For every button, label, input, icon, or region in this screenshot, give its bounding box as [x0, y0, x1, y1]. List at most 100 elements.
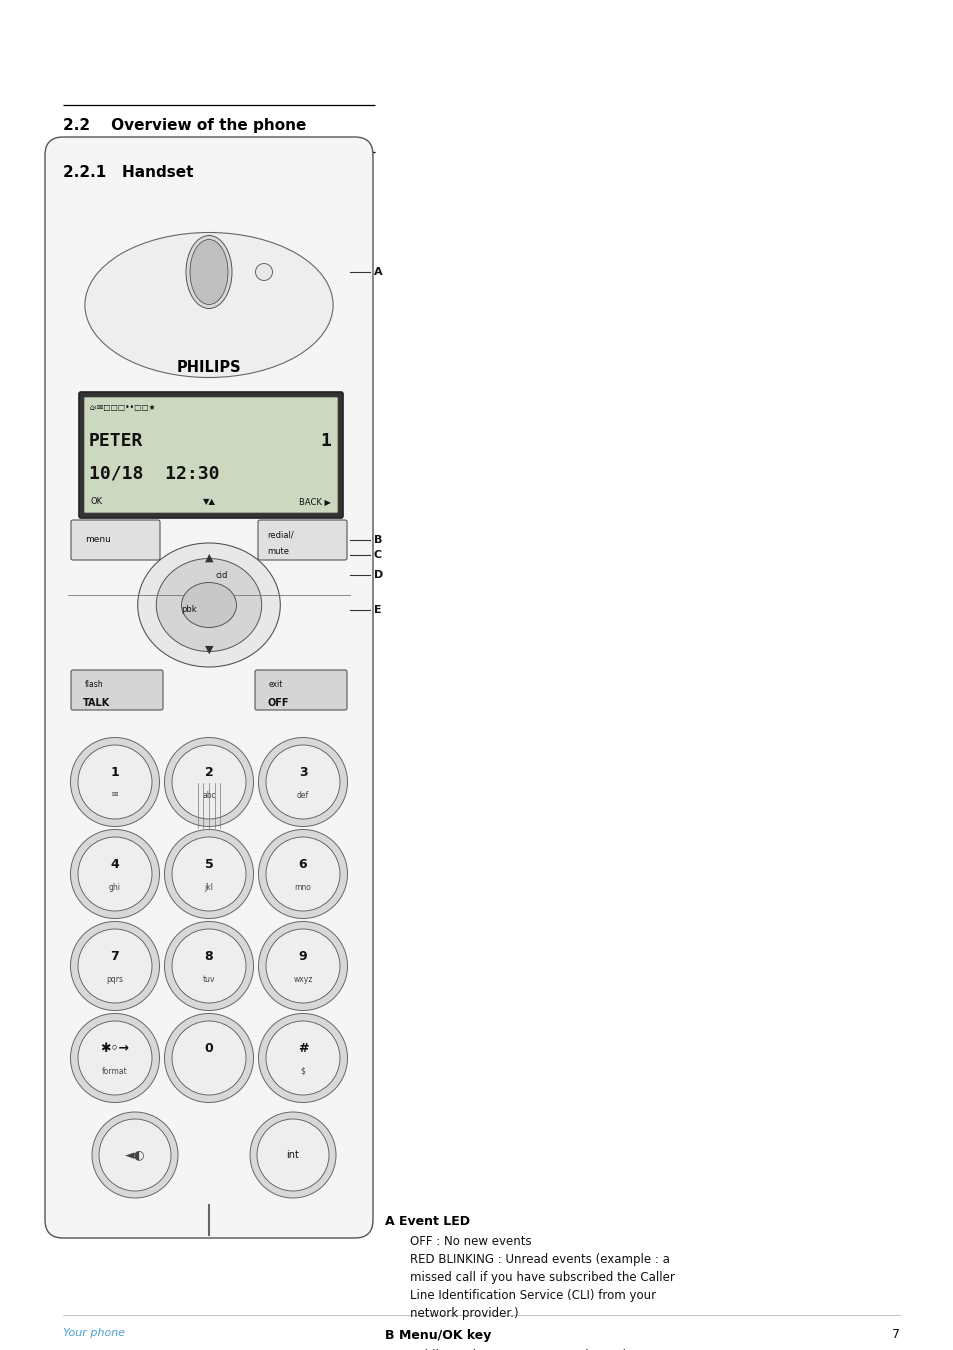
Circle shape [172, 929, 246, 1003]
Text: def: def [296, 791, 309, 799]
Text: ▼▲: ▼▲ [202, 497, 215, 506]
Circle shape [164, 1014, 253, 1103]
Text: BACK ▶: BACK ▶ [298, 497, 331, 506]
Text: jkl: jkl [204, 883, 213, 891]
Circle shape [258, 737, 347, 826]
Text: network provider.): network provider.) [410, 1307, 518, 1320]
Text: format: format [102, 1066, 128, 1076]
Text: Menu/OK key: Menu/OK key [398, 1328, 491, 1342]
Text: B: B [385, 1328, 395, 1342]
Text: ⌂‹✉□□□••□□★: ⌂‹✉□□□••□□★ [89, 404, 155, 412]
Text: redial/: redial/ [267, 531, 294, 539]
Ellipse shape [181, 582, 236, 628]
Circle shape [255, 263, 273, 281]
Text: ghi: ghi [109, 883, 121, 891]
Text: 6: 6 [298, 857, 307, 871]
FancyBboxPatch shape [254, 670, 347, 710]
Text: C: C [374, 549, 382, 560]
Circle shape [172, 1021, 246, 1095]
Text: exit: exit [269, 680, 283, 688]
Text: OFF : No new events: OFF : No new events [410, 1235, 531, 1249]
Text: ◄◐: ◄◐ [125, 1149, 145, 1161]
Text: Your phone: Your phone [63, 1328, 125, 1338]
Text: 2.2.1   Handset: 2.2.1 Handset [63, 165, 193, 180]
Circle shape [258, 829, 347, 918]
Circle shape [172, 745, 246, 819]
Circle shape [172, 837, 246, 911]
FancyBboxPatch shape [71, 670, 163, 710]
Circle shape [250, 1112, 335, 1197]
Circle shape [164, 829, 253, 918]
Text: 5: 5 [204, 857, 213, 871]
FancyBboxPatch shape [45, 136, 373, 1238]
FancyBboxPatch shape [257, 520, 347, 560]
Text: #: # [297, 1041, 308, 1054]
Text: PHILIPS: PHILIPS [176, 360, 241, 375]
Circle shape [78, 929, 152, 1003]
Text: 3: 3 [298, 765, 307, 779]
Text: wxyz: wxyz [293, 975, 313, 984]
Ellipse shape [85, 232, 333, 378]
FancyBboxPatch shape [79, 392, 343, 518]
Text: A: A [385, 1215, 395, 1228]
Ellipse shape [190, 239, 228, 305]
Circle shape [258, 922, 347, 1011]
Text: 9: 9 [298, 949, 307, 963]
Text: D: D [374, 570, 383, 580]
Circle shape [91, 1112, 178, 1197]
Text: Line Identification Service (CLI) from your: Line Identification Service (CLI) from y… [410, 1289, 656, 1301]
Ellipse shape [186, 235, 232, 309]
Text: flash: flash [85, 680, 104, 688]
Text: abc: abc [202, 791, 215, 799]
Circle shape [78, 745, 152, 819]
Text: 0: 0 [204, 1041, 213, 1054]
Text: cid: cid [214, 571, 227, 579]
Circle shape [78, 837, 152, 911]
Circle shape [71, 1014, 159, 1103]
Ellipse shape [137, 543, 280, 667]
Text: ✉: ✉ [112, 791, 118, 799]
Text: mute: mute [267, 547, 289, 556]
Text: A: A [374, 267, 382, 277]
Text: PETER: PETER [89, 432, 143, 450]
Text: ▼: ▼ [205, 645, 213, 655]
Text: mno: mno [294, 883, 311, 891]
Text: int: int [286, 1150, 299, 1160]
Text: B: B [374, 535, 382, 545]
Circle shape [266, 837, 339, 911]
FancyBboxPatch shape [84, 397, 337, 513]
Circle shape [78, 1021, 152, 1095]
Ellipse shape [156, 559, 261, 652]
Circle shape [258, 1014, 347, 1103]
Text: OK: OK [91, 497, 103, 506]
Circle shape [256, 1119, 329, 1191]
Text: Event LED: Event LED [398, 1215, 470, 1228]
Text: 7: 7 [111, 949, 119, 963]
Circle shape [164, 922, 253, 1011]
Text: pqrs: pqrs [107, 975, 123, 984]
Text: menu: menu [85, 536, 111, 544]
Text: 8: 8 [205, 949, 213, 963]
Text: OFF: OFF [267, 698, 288, 707]
Text: $: $ [300, 1066, 305, 1076]
Text: ▲: ▲ [205, 554, 213, 563]
Text: 2: 2 [204, 765, 213, 779]
Text: RED BLINKING : Unread events (example : a: RED BLINKING : Unread events (example : … [410, 1253, 669, 1266]
Text: 2.2    Overview of the phone: 2.2 Overview of the phone [63, 117, 306, 134]
Text: 7: 7 [891, 1328, 899, 1341]
Text: pbk: pbk [181, 606, 196, 614]
Text: ✱◦→: ✱◦→ [100, 1041, 130, 1054]
Circle shape [99, 1119, 171, 1191]
Text: TALK: TALK [83, 698, 111, 707]
Text: 10/18  12:30: 10/18 12:30 [89, 464, 219, 483]
Text: 1: 1 [111, 765, 119, 779]
Text: missed call if you have subscribed the Caller: missed call if you have subscribed the C… [410, 1272, 674, 1284]
Circle shape [164, 737, 253, 826]
Circle shape [71, 737, 159, 826]
Text: E: E [374, 605, 381, 616]
Circle shape [71, 922, 159, 1011]
Circle shape [266, 745, 339, 819]
FancyBboxPatch shape [71, 520, 160, 560]
Circle shape [266, 929, 339, 1003]
Text: tuv: tuv [203, 975, 215, 984]
